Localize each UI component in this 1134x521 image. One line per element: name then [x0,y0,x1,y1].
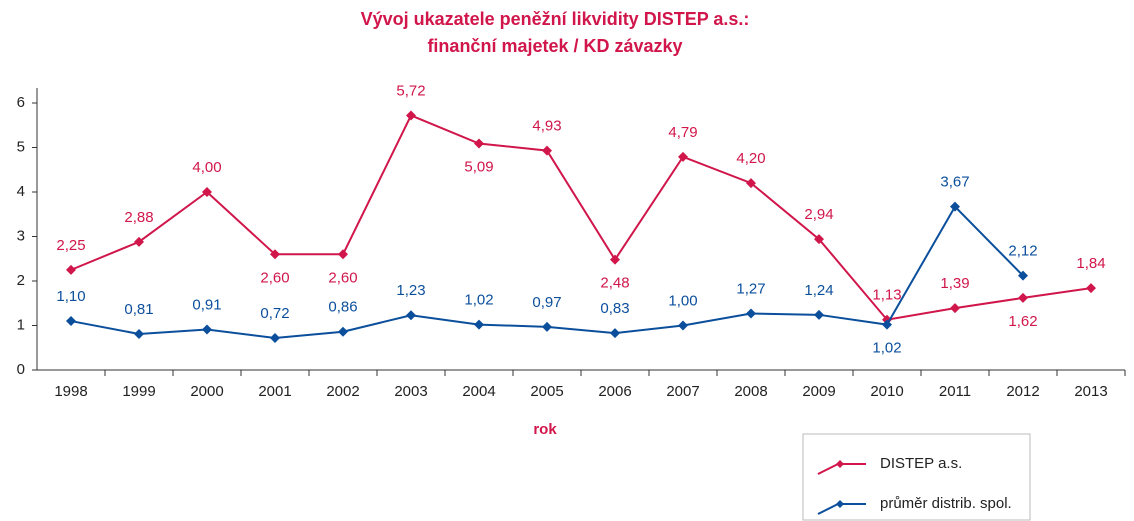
data-label: 0,72 [260,305,289,322]
point-marker [678,320,688,331]
point-marker [66,264,76,275]
data-label: 0,81 [124,301,153,318]
point-marker [474,138,484,149]
legend-marker [836,500,844,508]
x-tick-label: 2009 [802,383,835,400]
data-label: 1,23 [396,282,425,299]
data-label: 2,25 [56,237,85,254]
data-label: 2,94 [804,206,833,223]
data-label: 0,83 [600,300,629,317]
y-tick-label: 1 [17,316,25,333]
data-label: 5,09 [464,158,493,175]
data-label: 1,10 [56,288,85,305]
x-tick-label: 2002 [326,383,359,400]
point-marker [338,326,348,337]
data-label: 1,27 [736,280,765,297]
point-marker [1018,292,1028,303]
data-label: 1,24 [804,282,833,299]
data-label: 1,02 [872,340,901,357]
data-label: 4,93 [532,118,561,135]
point-marker [882,319,892,330]
data-label: 2,48 [600,275,629,292]
point-marker [746,178,756,189]
data-label: 2,60 [260,269,289,286]
data-label: 4,20 [736,150,765,167]
chart-title: Vývoj ukazatele peněžní likvidity DISTEP… [361,9,750,29]
y-tick-label: 3 [17,227,25,244]
legend-marker [836,460,844,468]
data-label: 1,39 [940,275,969,292]
point-marker [950,201,960,212]
legend-label: průměr distrib. spol. [880,495,1012,512]
data-label: 2,88 [124,209,153,226]
chart-title: finanční majetek / KD závazky [427,36,682,56]
data-label: 5,72 [396,82,425,99]
data-label: 1,13 [872,287,901,304]
point-marker [202,324,212,335]
point-marker [610,328,620,339]
x-tick-label: 2011 [939,383,971,400]
point-marker [474,319,484,330]
point-marker [746,308,756,319]
point-marker [950,303,960,314]
series-line [70,205,1024,339]
x-tick-label: 2008 [734,383,767,400]
x-tick-label: 2013 [1074,383,1107,400]
y-tick-label: 0 [17,361,25,378]
point-marker [134,236,144,247]
point-marker [66,316,76,327]
legend-label: DISTEP a.s. [880,455,962,472]
x-tick-label: 2007 [666,383,699,400]
point-marker [338,249,348,260]
data-label: 4,79 [668,124,697,141]
point-marker [202,187,212,197]
point-marker [814,309,824,320]
x-axis-label: rok [533,421,557,438]
x-tick-label: 2012 [1006,383,1039,400]
point-marker [542,321,552,332]
x-tick-label: 1998 [54,383,87,400]
data-label: 0,97 [532,294,561,311]
data-label: 1,00 [668,292,697,309]
x-tick-label: 2004 [462,383,495,400]
x-tick-label: 2005 [530,383,563,400]
data-label: 2,60 [328,269,357,286]
x-tick-label: 1999 [122,383,155,400]
y-tick-label: 4 [17,183,25,200]
x-tick-label: 2003 [394,383,427,400]
data-label: 3,67 [940,174,969,191]
y-tick-label: 5 [17,138,25,155]
x-tick-label: 2006 [598,383,631,400]
x-tick-label: 2010 [870,383,903,400]
point-marker [814,234,824,245]
data-label: 1,84 [1076,255,1105,272]
point-marker [406,310,416,321]
point-marker [406,110,416,121]
x-tick-label: 2001 [258,383,291,400]
series-line [70,114,1092,321]
data-label: 4,00 [192,159,221,176]
point-marker [1086,283,1096,294]
point-marker [270,249,280,260]
y-tick-label: 2 [17,272,25,289]
point-marker [134,328,144,339]
point-marker [542,145,552,156]
point-marker [270,332,280,343]
data-label: 2,12 [1008,243,1037,260]
data-label: 0,91 [192,296,221,313]
data-label: 1,62 [1008,313,1037,330]
y-tick-label: 6 [17,94,25,111]
point-marker [610,254,620,265]
point-marker [1018,270,1028,281]
x-tick-label: 2000 [190,383,223,400]
point-marker [678,151,688,162]
data-label: 0,86 [328,299,357,316]
data-label: 1,02 [464,292,493,309]
